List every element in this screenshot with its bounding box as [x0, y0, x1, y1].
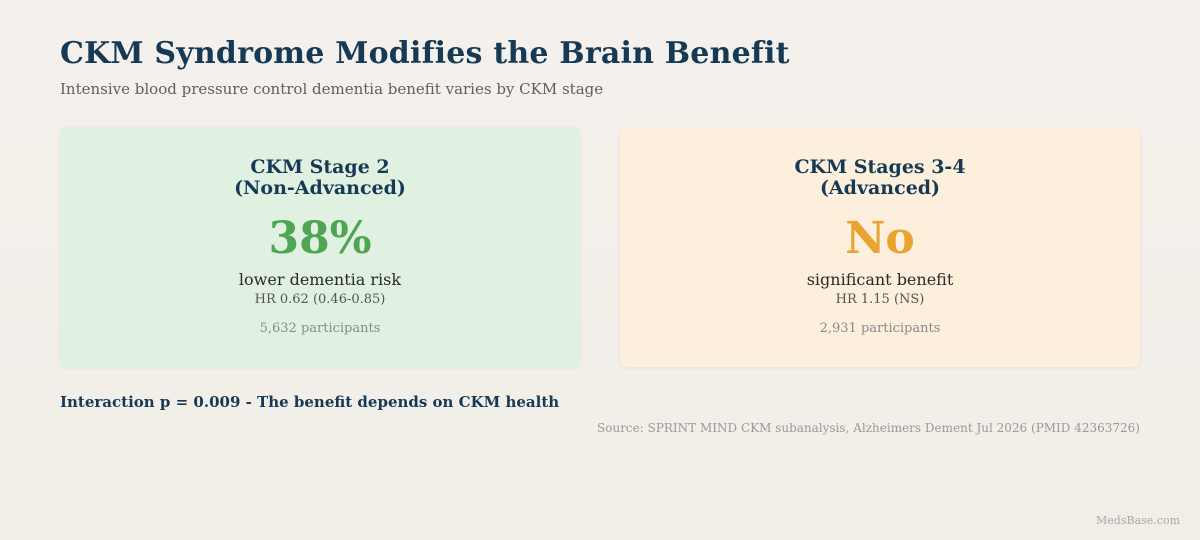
watermark: MedsBase.com: [1096, 514, 1180, 527]
ckm-stages-3-4-card: CKM Stages 3-4 (Advanced) No significant…: [620, 127, 1140, 367]
card-description: significant benefit: [806, 270, 954, 289]
card-participants: 5,632 participants: [259, 321, 381, 336]
card-stat: No: [845, 213, 915, 264]
card-hazard-ratio: HR 1.15 (NS): [835, 292, 925, 307]
card-heading: CKM Stage 2 (Non-Advanced): [234, 156, 406, 199]
page-title: CKM Syndrome Modifies the Brain Benefit: [60, 36, 790, 71]
card-heading: CKM Stages 3-4 (Advanced): [794, 156, 966, 199]
page-subtitle: Intensive blood pressure control dementi…: [60, 80, 604, 98]
card-description: lower dementia risk: [238, 270, 402, 289]
source-citation: Source: SPRINT MIND CKM subanalysis, Alz…: [597, 421, 1140, 435]
card-stat: 38%: [268, 213, 372, 264]
interaction-note: Interaction p = 0.009 - The benefit depe…: [60, 393, 560, 411]
card-participants: 2,931 participants: [819, 321, 941, 336]
card-hazard-ratio: HR 0.62 (0.46-0.85): [254, 292, 386, 307]
ckm-stage-2-card: CKM Stage 2 (Non-Advanced) 38% lower dem…: [60, 127, 580, 367]
